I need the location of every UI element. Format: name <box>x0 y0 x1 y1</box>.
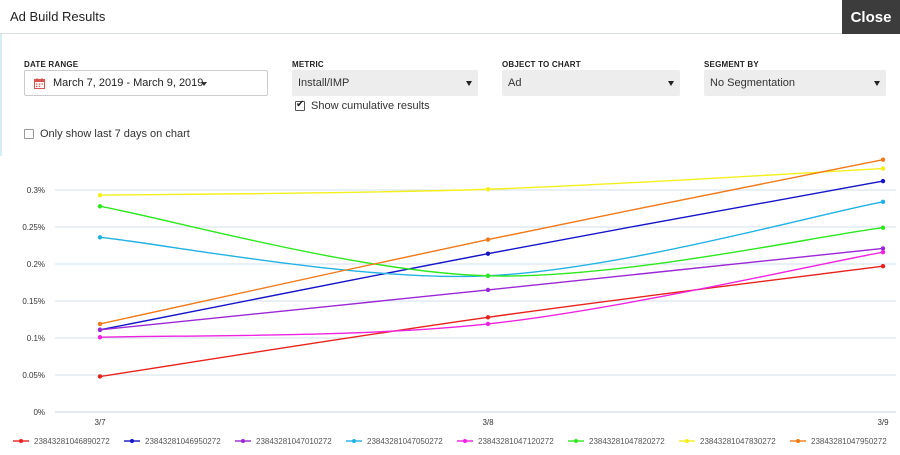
date-range-picker[interactable]: March 7, 2019 - March 9, 2019 <box>24 70 268 96</box>
segment-label: SEGMENT BY <box>704 60 759 69</box>
data-point[interactable] <box>880 249 886 255</box>
x-tick-label: 3/7 <box>94 418 106 427</box>
legend-item[interactable]: 23843281046950272 <box>124 437 221 446</box>
legend-label: 23843281047830272 <box>700 437 776 446</box>
data-point[interactable] <box>97 204 103 209</box>
data-point[interactable] <box>880 166 886 171</box>
legend-label: 23843281046950272 <box>145 437 221 446</box>
data-point[interactable] <box>485 287 491 293</box>
segment-value: No Segmentation <box>710 77 795 89</box>
legend-marker <box>352 439 356 443</box>
title-bar: Ad Build Results Close <box>0 0 900 34</box>
date-range-label: DATE RANGE <box>24 60 79 69</box>
metric-label: METRIC <box>292 60 324 69</box>
data-point[interactable] <box>880 225 886 230</box>
checkmark-icon: ✔ <box>296 99 305 110</box>
legend-item[interactable]: 23843281047120272 <box>457 437 554 446</box>
y-tick-label: 0.1% <box>27 334 45 343</box>
legend-label: 23843281047120272 <box>478 437 554 446</box>
legend-label: 23843281047050272 <box>367 437 443 446</box>
data-point[interactable] <box>97 192 103 198</box>
calendar-icon <box>34 78 45 89</box>
legend-item[interactable]: 23843281047950272 <box>790 437 887 446</box>
legend-marker <box>463 439 467 443</box>
y-tick-label: 0.15% <box>22 297 45 306</box>
window-title: Ad Build Results <box>10 9 106 24</box>
data-point[interactable] <box>97 327 103 333</box>
series-line <box>99 158 884 325</box>
accent-bar <box>0 34 2 156</box>
y-tick-label: 0.05% <box>22 371 45 380</box>
metric-value: Install/IMP <box>298 77 350 89</box>
legend-item[interactable]: 23843281047830272 <box>679 437 776 446</box>
caret-down-icon <box>201 82 207 86</box>
legend-marker <box>241 439 245 443</box>
data-point[interactable] <box>97 235 103 240</box>
series-line <box>99 180 884 331</box>
data-point[interactable] <box>485 315 491 320</box>
legend-label: 23843281046890272 <box>34 437 110 446</box>
y-tick-label: 0.2% <box>27 260 45 269</box>
data-point[interactable] <box>485 187 491 192</box>
y-tick-label: 0% <box>33 408 45 417</box>
line-chart: 0%0.05%0.1%0.15%0.2%0.25%0.3% 3/7 3/8 3/9 … <box>13 157 896 446</box>
legend-item[interactable]: 23843281047820272 <box>568 437 665 446</box>
series-line <box>99 247 884 331</box>
data-point[interactable] <box>880 199 886 205</box>
legend-marker <box>130 439 134 443</box>
dropdown-arrow-icon <box>874 81 880 86</box>
data-point[interactable] <box>880 246 886 251</box>
legend-item[interactable]: 23843281047050272 <box>346 437 443 446</box>
series-line <box>99 167 884 196</box>
data-point[interactable] <box>97 321 103 327</box>
legend-item[interactable]: 23843281047010272 <box>235 437 332 446</box>
segment-select[interactable]: No Segmentation <box>704 70 886 96</box>
x-tick-label: 3/9 <box>877 418 889 427</box>
object-value: Ad <box>508 77 522 89</box>
legend-item[interactable]: 23843281046890272 <box>13 437 110 446</box>
data-point[interactable] <box>485 251 491 256</box>
series-line <box>99 265 884 378</box>
dropdown-arrow-icon <box>668 81 674 86</box>
series-line <box>99 205 884 277</box>
data-point[interactable] <box>485 321 491 327</box>
data-point[interactable] <box>485 237 491 242</box>
y-tick-label: 0.25% <box>22 223 45 232</box>
last7-label: Only show last 7 days on chart <box>40 128 190 140</box>
data-point[interactable] <box>880 157 886 162</box>
dropdown-arrow-icon <box>466 81 472 86</box>
last7-checkbox[interactable] <box>24 129 34 139</box>
legend-label: 23843281047820272 <box>589 437 665 446</box>
legend-marker <box>574 439 578 443</box>
legend-label: 23843281047010272 <box>256 437 332 446</box>
object-label: OBJECT TO CHART <box>502 60 581 69</box>
legend-marker <box>19 439 23 443</box>
cumulative-label: Show cumulative results <box>311 100 430 112</box>
data-point[interactable] <box>485 273 491 279</box>
series-line <box>99 251 884 338</box>
data-point[interactable] <box>880 264 886 269</box>
data-point[interactable] <box>97 335 103 340</box>
x-tick-label: 3/8 <box>482 418 494 427</box>
date-range-value: March 7, 2019 - March 9, 2019 <box>53 77 204 89</box>
close-button[interactable]: Close <box>842 0 900 34</box>
legend-marker <box>685 439 689 443</box>
data-point[interactable] <box>97 374 103 379</box>
y-tick-label: 0.3% <box>27 186 45 195</box>
object-select[interactable]: Ad <box>502 70 680 96</box>
legend-marker <box>796 439 800 443</box>
metric-select[interactable]: Install/IMP <box>292 70 478 96</box>
data-point[interactable] <box>880 178 886 184</box>
legend-label: 23843281047950272 <box>811 437 887 446</box>
cumulative-checkbox[interactable]: ✔ <box>295 99 305 111</box>
